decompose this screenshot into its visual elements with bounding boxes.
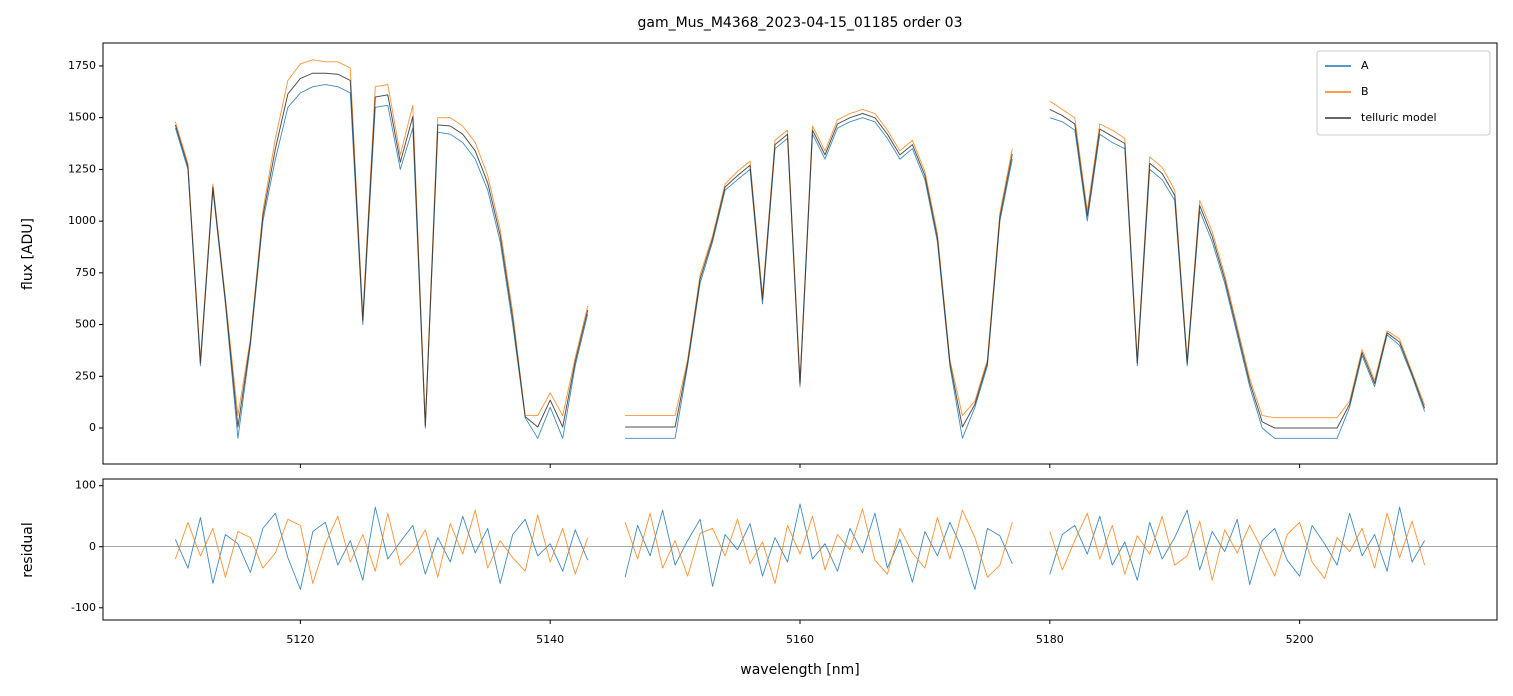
y-tick-label: 1000	[68, 214, 96, 227]
y-axis-label: residual	[20, 522, 36, 577]
y-tick-label: 750	[75, 266, 96, 279]
y-tick-label: 1750	[68, 59, 96, 72]
y-tick-label: 1500	[68, 111, 96, 124]
model-line	[174, 72, 1426, 429]
legend-box	[1316, 50, 1491, 136]
plot-area	[174, 59, 1426, 439]
y-tick-label: 100	[75, 479, 96, 492]
axes-frame	[102, 42, 1498, 465]
series-line	[174, 508, 1426, 584]
y-tick-label: -100	[71, 601, 96, 614]
legend-label: telluric model	[1361, 111, 1437, 124]
chart-title: gam_Mus_M4368_2023-04-15_01185 order 03	[637, 15, 962, 31]
x-tick-label: 5140	[536, 633, 564, 646]
series-line	[174, 59, 1426, 425]
y-tick-label: 0	[89, 540, 96, 553]
axes-frame	[102, 478, 1498, 621]
y-axis-label: flux [ADU]	[20, 218, 36, 290]
x-tick-label: 5200	[1286, 633, 1314, 646]
x-tick-label: 5180	[1036, 633, 1064, 646]
x-axis-label: wavelength [nm]	[740, 662, 859, 678]
series-line	[174, 84, 1426, 439]
legend-label: A	[1361, 59, 1369, 72]
plot-area	[174, 503, 1426, 590]
y-tick-label: 500	[75, 318, 96, 331]
legend-label: B	[1361, 85, 1369, 98]
x-tick-label: 5160	[786, 633, 814, 646]
y-tick-label: 1250	[68, 162, 96, 175]
y-tick-label: 0	[89, 421, 96, 434]
x-tick-label: 5120	[286, 633, 314, 646]
series-line	[174, 503, 1425, 590]
y-tick-label: 250	[75, 369, 96, 382]
